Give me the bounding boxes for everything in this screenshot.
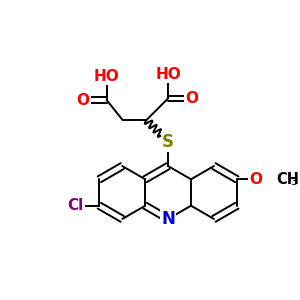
Text: 3: 3 <box>290 177 297 187</box>
Text: HO: HO <box>94 69 120 84</box>
Text: CH: CH <box>277 172 299 187</box>
Text: Cl: Cl <box>68 198 84 213</box>
Text: N: N <box>161 210 175 228</box>
Text: HO: HO <box>155 67 181 82</box>
Text: O: O <box>249 172 262 187</box>
Text: O: O <box>76 93 89 108</box>
Text: O: O <box>185 91 198 106</box>
Text: S: S <box>162 133 174 151</box>
